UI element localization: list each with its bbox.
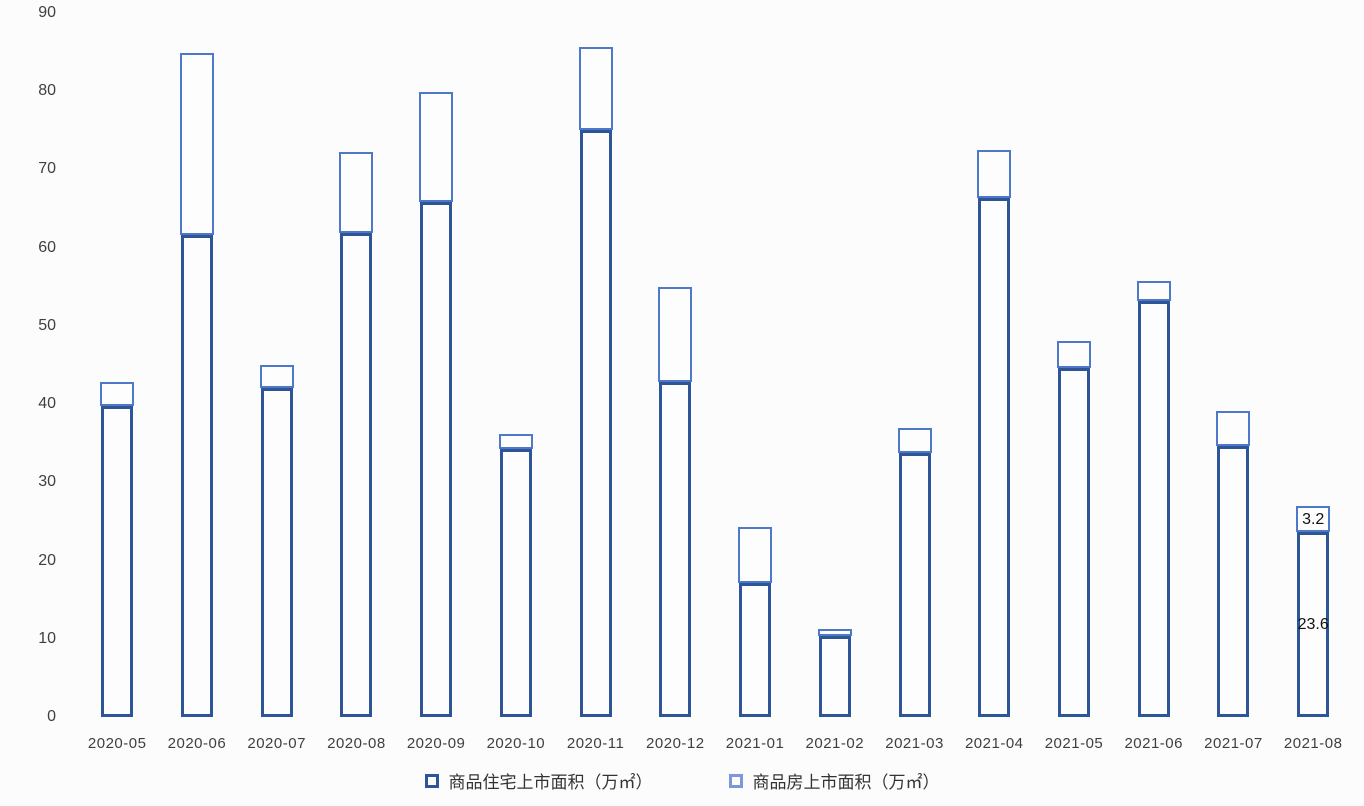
bar-segment-residential	[1057, 368, 1090, 717]
bar-segment-residential	[898, 453, 931, 717]
legend-label-commercial: 商品房上市面积（万㎡）	[752, 773, 940, 792]
legend-swatch-commercial-icon	[728, 773, 743, 788]
y-axis-label: 70	[38, 160, 56, 178]
x-axis-label: 2021-05	[1044, 735, 1104, 752]
x-axis-label: 2020-10	[486, 735, 546, 752]
x-axis-label: 2021-06	[1124, 735, 1183, 752]
bar-segment-commercial	[578, 47, 613, 131]
bar-segment-commercial	[1136, 281, 1171, 301]
x-axis-label: 2020-09	[406, 735, 466, 752]
bar-segment-commercial	[897, 428, 932, 454]
legend: 商品住宅上市面积（万㎡） 商品房上市面积（万㎡）	[0, 768, 1364, 793]
y-axis-label: 60	[38, 238, 56, 256]
x-axis-label: 2021-07	[1204, 735, 1263, 752]
bar-segment-commercial	[339, 152, 374, 233]
bar-segment-residential	[1297, 532, 1330, 717]
bar-segment-residential	[340, 232, 373, 717]
x-axis-label: 2021-03	[885, 735, 944, 752]
bar-segment-residential	[739, 583, 772, 717]
bar-segment-residential	[1217, 446, 1250, 717]
bar-segment-commercial	[419, 91, 454, 203]
x-axis-label: 2021-02	[805, 735, 865, 752]
bar-segment-commercial	[498, 433, 533, 450]
y-axis-label: 30	[38, 473, 56, 491]
bar-segment-residential	[659, 382, 692, 717]
y-axis-label: 20	[38, 551, 56, 569]
bar-segment-commercial	[738, 526, 773, 584]
data-label: 3.2	[1302, 510, 1325, 528]
bar-segment-residential	[260, 388, 293, 717]
x-axis-label: 2021-01	[725, 735, 785, 752]
bar-segment-residential	[499, 449, 532, 717]
y-axis-label: 90	[38, 4, 56, 22]
x-axis-label: 2020-11	[566, 735, 625, 752]
bar-segment-commercial	[817, 629, 852, 637]
legend-item-residential: 商品住宅上市面积（万㎡）	[424, 768, 653, 793]
bar-segment-commercial	[179, 52, 214, 236]
legend-swatch-residential-icon	[424, 773, 439, 788]
x-axis-label: 2020-05	[87, 735, 147, 752]
y-axis-label: 40	[38, 395, 56, 413]
x-axis-label: 2020-06	[167, 735, 227, 752]
bar-segment-commercial	[100, 382, 135, 407]
bar-segment-residential	[579, 130, 612, 717]
bar-segment-residential	[818, 636, 851, 717]
bar-segment-residential	[420, 202, 453, 717]
bar-segment-residential	[978, 198, 1011, 717]
x-axis-label: 2020-12	[646, 735, 705, 752]
data-label: 23.6	[1297, 615, 1329, 633]
bar-segment-residential	[101, 406, 134, 717]
y-axis-label: 10	[38, 629, 56, 647]
legend-item-commercial: 商品房上市面积（万㎡）	[728, 768, 940, 793]
bar-segment-commercial	[1296, 506, 1331, 533]
x-axis-label: 2021-04	[964, 735, 1024, 752]
x-axis-label: 2020-08	[327, 735, 386, 752]
x-axis-label: 2021-08	[1283, 735, 1343, 752]
y-axis-label: 0	[47, 708, 56, 725]
bar-segment-commercial	[658, 286, 693, 383]
legend-label-residential: 商品住宅上市面积（万㎡）	[448, 773, 653, 792]
bar-segment-residential	[1137, 300, 1170, 717]
bar-segment-commercial	[977, 150, 1012, 199]
y-axis-label: 50	[38, 316, 56, 334]
bar-segment-residential	[180, 235, 213, 717]
bar-segment-commercial	[259, 364, 294, 389]
x-axis-label: 2020-07	[247, 735, 306, 752]
y-axis-label: 80	[38, 82, 56, 100]
bar-segment-commercial	[1216, 410, 1251, 447]
bar-segment-commercial	[1056, 341, 1091, 369]
